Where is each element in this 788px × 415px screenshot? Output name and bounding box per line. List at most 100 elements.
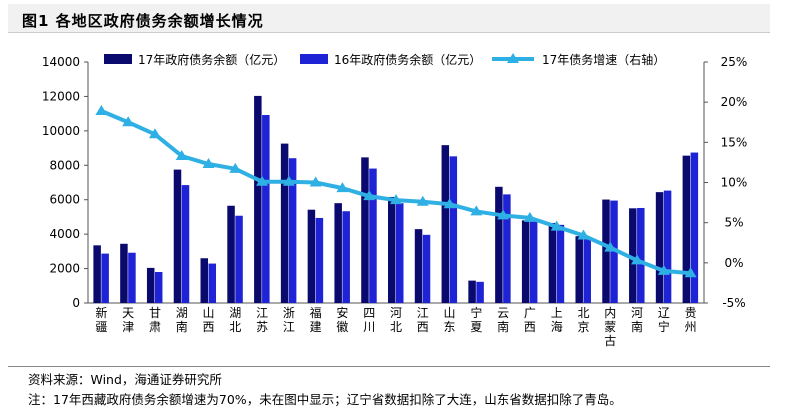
legend-swatch bbox=[104, 54, 132, 64]
bar-2016 bbox=[342, 211, 350, 303]
growth-point bbox=[550, 220, 563, 231]
bar-2016 bbox=[208, 263, 217, 303]
legend-swatch bbox=[300, 54, 328, 64]
bar-2017 bbox=[200, 258, 209, 303]
bar-2017 bbox=[173, 169, 182, 303]
growth-point bbox=[336, 182, 349, 193]
growth-point bbox=[202, 158, 215, 169]
bar-2017 bbox=[629, 208, 637, 303]
growth-point bbox=[604, 241, 617, 252]
source-note: 资料来源：Wind，海通证券研究所 bbox=[28, 372, 222, 387]
bar-2016 bbox=[181, 185, 190, 303]
left-axis-tick-label: 8000 bbox=[49, 158, 80, 172]
category-label: 江西 bbox=[417, 306, 429, 334]
bar-2016 bbox=[556, 224, 565, 303]
growth-point bbox=[282, 175, 295, 186]
category-label: 北京 bbox=[577, 306, 589, 334]
bar-2016 bbox=[529, 220, 538, 303]
bar-2017 bbox=[682, 155, 691, 303]
bar-2016 bbox=[235, 215, 243, 303]
growth-point bbox=[148, 128, 161, 139]
category-label: 福建 bbox=[310, 305, 322, 334]
bar-2017 bbox=[495, 186, 503, 303]
growth-point bbox=[523, 211, 536, 222]
category-label: 河南 bbox=[631, 306, 643, 334]
chart-title: 图1 各地区政府债务余额增长情况 bbox=[22, 12, 264, 30]
bar-2016 bbox=[690, 152, 699, 303]
right-axis-tick-label: 15% bbox=[721, 135, 748, 149]
bar-2016 bbox=[262, 115, 270, 304]
bar-2016 bbox=[503, 194, 511, 303]
category-label: 河北 bbox=[390, 306, 402, 334]
bar-2017 bbox=[468, 280, 476, 303]
category-label: 四川 bbox=[363, 306, 375, 334]
legend-label: 17年债务增速（右轴） bbox=[542, 52, 665, 67]
bar-2016 bbox=[128, 252, 136, 303]
right-axis-tick-label: 20% bbox=[721, 95, 748, 109]
bar-2016 bbox=[583, 238, 591, 303]
growth-point bbox=[631, 254, 644, 265]
notes-section: 资料来源：Wind，海通证券研究所 注：17年西藏政府债务余额增速为70%，未在… bbox=[8, 366, 770, 407]
category-label: 江苏 bbox=[256, 306, 268, 334]
bar-2017 bbox=[361, 157, 369, 303]
bar-2016 bbox=[663, 190, 672, 303]
bar-2016 bbox=[449, 156, 458, 303]
right-axis-tick-label: 25% bbox=[721, 55, 748, 69]
bar-2017 bbox=[548, 222, 557, 303]
bar-2016 bbox=[101, 253, 109, 303]
bar-2016 bbox=[288, 158, 297, 303]
growth-point bbox=[443, 198, 456, 209]
footnote: 注：17年西藏政府债务余额增速为70%，未在图中显示；辽宁省数据扣除了大连，山东… bbox=[28, 392, 622, 407]
bar-2017 bbox=[254, 95, 262, 303]
left-axis-tick-label: 2000 bbox=[49, 262, 80, 276]
category-label: 贵州 bbox=[685, 306, 697, 334]
category-label: 湖南 bbox=[176, 305, 188, 334]
bar-2016 bbox=[637, 207, 645, 303]
legend-label: 17年政府债务余额（亿元） bbox=[138, 52, 285, 67]
growth-point bbox=[577, 229, 590, 240]
bar-2017 bbox=[93, 245, 101, 303]
left-axis-tick-label: 12000 bbox=[42, 89, 80, 103]
growth-point bbox=[175, 149, 188, 160]
growth-point bbox=[309, 176, 322, 187]
category-label: 安徽 bbox=[336, 305, 348, 334]
category-label: 山西 bbox=[203, 306, 215, 334]
bar-2017 bbox=[280, 143, 289, 303]
growth-point bbox=[470, 205, 483, 216]
right-axis-tick-label: 10% bbox=[721, 176, 748, 190]
bar-2017 bbox=[388, 196, 396, 303]
bar-2017 bbox=[227, 205, 235, 303]
growth-point bbox=[390, 194, 402, 205]
category-label: 山东 bbox=[444, 306, 456, 334]
growth-point bbox=[684, 267, 697, 278]
legend-marker bbox=[507, 53, 519, 63]
category-label: 天津 bbox=[122, 306, 134, 334]
bar-2016 bbox=[476, 281, 484, 303]
category-label: 宁夏 bbox=[470, 305, 482, 334]
bar-2017 bbox=[120, 243, 128, 303]
growth-point bbox=[95, 105, 108, 116]
category-label: 辽宁 bbox=[658, 306, 670, 334]
category-label: 浙江 bbox=[283, 306, 295, 334]
growth-point bbox=[657, 264, 670, 275]
bar-2017 bbox=[307, 209, 316, 303]
bar-2016 bbox=[422, 234, 431, 303]
bar-2016 bbox=[610, 200, 618, 303]
bar-2016 bbox=[315, 217, 324, 303]
bar-2017 bbox=[334, 203, 342, 303]
bar-2017 bbox=[146, 267, 155, 303]
left-axis-tick-label: 4000 bbox=[49, 227, 80, 241]
bar-2016 bbox=[369, 168, 377, 303]
left-axis-tick-label: 6000 bbox=[49, 193, 80, 207]
growth-point bbox=[363, 190, 376, 201]
right-axis-tick-label: 0% bbox=[724, 256, 743, 270]
growth-point bbox=[497, 209, 510, 220]
category-label: 湖北 bbox=[229, 305, 241, 334]
growth-point bbox=[229, 162, 242, 173]
bar-2017 bbox=[521, 220, 530, 303]
category-label: 甘肃 bbox=[149, 306, 161, 334]
bar-2017 bbox=[414, 229, 423, 303]
right-axis-tick-label: -5% bbox=[722, 296, 745, 310]
legend-label: 16年政府债务余额（亿元） bbox=[334, 52, 481, 67]
left-axis-tick-label: 10000 bbox=[42, 124, 80, 138]
